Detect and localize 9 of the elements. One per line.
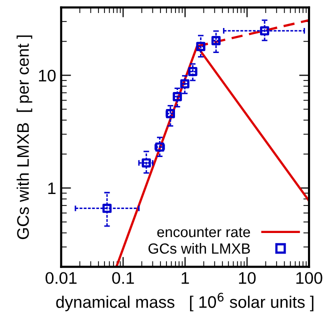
x-tick-label: 100: [296, 272, 322, 284]
legend-label: encounter rate: [157, 228, 250, 238]
x-tick-label: 1: [182, 272, 189, 284]
legend-label: GCs with LMXB: [148, 242, 250, 254]
x-tick-label: 10: [239, 272, 256, 284]
x-tick-label: 0.01: [46, 272, 77, 284]
x-axis-title: dynamical mass [ 10$^{6}$ solar units ]: [56, 292, 314, 312]
y-axis-title: GCs with LMXB [ per cent ]: [16, 35, 32, 240]
x-tick-label: 0.1: [112, 272, 134, 284]
